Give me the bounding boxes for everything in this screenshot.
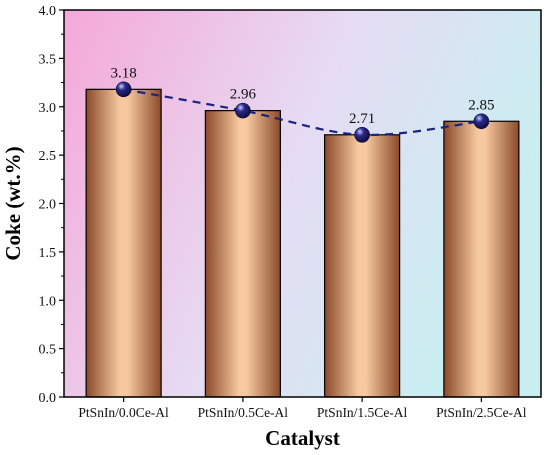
y-tick-label-0: 0.0 — [39, 391, 57, 406]
y-tick-label-3: 1.5 — [39, 246, 57, 261]
x-tick-label-3: PtSnIn/2.5Ce-Al — [436, 405, 527, 420]
bar-0 — [85, 88, 162, 398]
data-label-0: 3.18 — [111, 65, 137, 81]
y-tick-label-5: 2.5 — [39, 149, 57, 164]
x-axis-title: Catalyst — [265, 426, 340, 450]
x-tick-label-0: PtSnIn/0.0Ce-Al — [78, 405, 169, 420]
trend-point-0 — [115, 81, 132, 98]
bars-layer — [85, 88, 520, 398]
x-tick-label-1: PtSnIn/0.5Ce-Al — [198, 405, 289, 420]
data-label-3: 2.85 — [468, 97, 494, 113]
trend-point-2 — [354, 127, 370, 143]
y-axis-title: Coke (wt.%) — [1, 146, 25, 260]
trend-line-layer — [115, 81, 490, 143]
y-tick-label-7: 3.5 — [39, 52, 57, 67]
bar-1 — [204, 110, 281, 398]
y-tick-label-2: 1.0 — [39, 294, 57, 309]
y-axis: 0.0 0.5 1.0 1.5 2.0 2.5 3.0 3.5 4.0 — [39, 4, 64, 406]
data-labels-layer: 3.18 2.96 2.71 2.85 — [111, 65, 495, 126]
x-tick-label-2: PtSnIn/1.5Ce-Al — [317, 405, 408, 420]
trend-point-3 — [473, 113, 490, 130]
data-label-2: 2.71 — [349, 111, 375, 127]
y-tick-label-6: 3.0 — [39, 101, 57, 116]
data-label-1: 2.96 — [230, 87, 257, 103]
y-tick-label-8: 4.0 — [39, 4, 57, 19]
bar-2 — [324, 134, 401, 398]
bar-3 — [443, 120, 520, 398]
y-tick-label-4: 2.0 — [39, 198, 57, 213]
y-tick-label-1: 0.5 — [39, 343, 57, 358]
x-axis: PtSnIn/0.0Ce-Al PtSnIn/0.5Ce-Al PtSnIn/1.5… — [78, 397, 527, 420]
trend-point-1 — [235, 102, 251, 119]
